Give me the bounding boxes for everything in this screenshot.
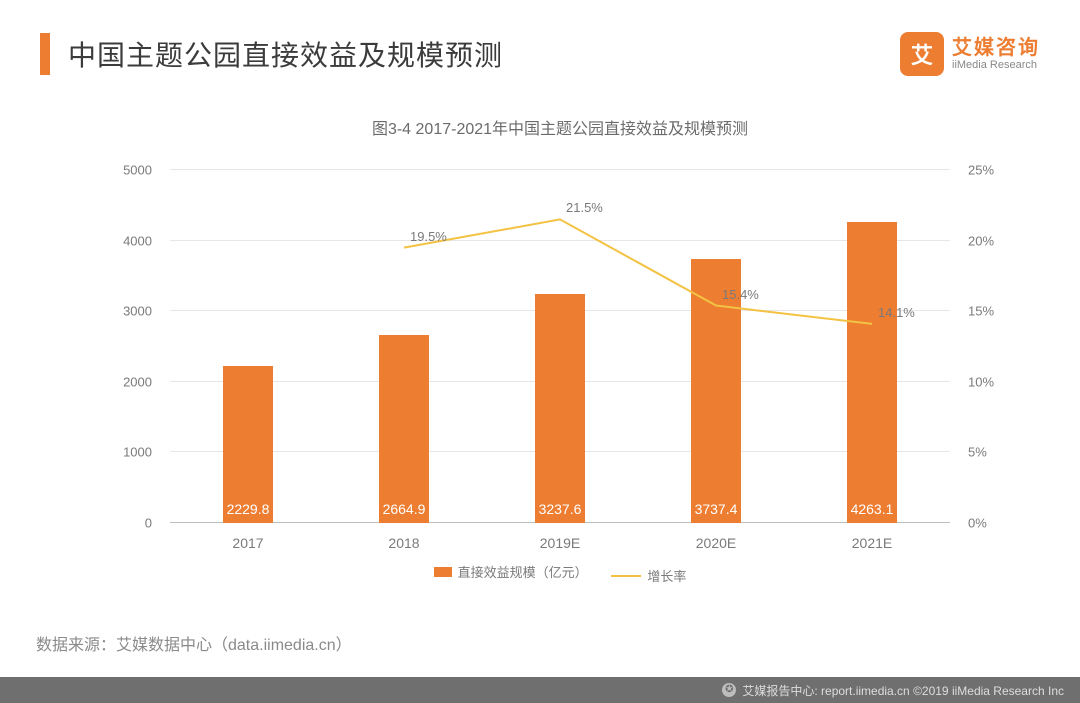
y-left-tick: 3000 — [100, 304, 160, 319]
legend-line: 增长率 — [611, 566, 686, 585]
logo-badge-text: 艾 — [911, 38, 933, 70]
chart-title: 图3-4 2017-2021年中国主题公园直接效益及规模预测 — [100, 115, 1020, 139]
y-left-tick: 2000 — [100, 374, 160, 389]
y-right-tick: 25% — [960, 163, 1020, 178]
footer-bar: ✪ 艾媒报告中心: report.iimedia.cn ©2019 iiMedi… — [0, 677, 1080, 703]
bar: 3237.6 — [535, 294, 585, 523]
swatch-bar-icon — [434, 567, 452, 577]
x-category-label: 2021E — [794, 535, 950, 551]
page: 中国主题公园直接效益及规模预测 艾 艾媒咨询 iiMedia Research … — [0, 0, 1080, 703]
y-right-tick: 20% — [960, 233, 1020, 248]
y-right-tick: 5% — [960, 445, 1020, 460]
bar-value-label: 3237.6 — [535, 501, 585, 517]
x-category-label: 2020E — [638, 535, 794, 551]
bar-value-label: 4263.1 — [847, 501, 897, 517]
title-wrap: 中国主题公园直接效益及规模预测 — [40, 33, 503, 75]
header: 中国主题公园直接效益及规模预测 艾 艾媒咨询 iiMedia Research — [40, 32, 1040, 76]
footer-text: 艾媒报告中心: report.iimedia.cn ©2019 iiMedia … — [742, 682, 1064, 699]
data-source: 数据来源：艾媒数据中心（data.iimedia.cn） — [36, 631, 352, 655]
y-right-tick: 0% — [960, 516, 1020, 531]
legend: 直接效益规模（亿元） 增长率 — [100, 562, 1020, 585]
bar-value-label: 2664.9 — [379, 501, 429, 517]
bar: 4263.1 — [847, 222, 897, 523]
y-left-tick: 4000 — [100, 233, 160, 248]
accent-bar — [40, 33, 50, 75]
x-category-label: 2018 — [326, 535, 482, 551]
bar-value-label: 3737.4 — [691, 501, 741, 517]
chart: 图3-4 2017-2021年中国主题公园直接效益及规模预测 010002000… — [100, 150, 1020, 583]
line-value-label: 21.5% — [566, 200, 603, 215]
brand-logo: 艾 艾媒咨询 iiMedia Research — [900, 32, 1040, 76]
plot-area: 2229.820172664.920183237.62019E3737.4202… — [170, 170, 950, 523]
page-title: 中国主题公园直接效益及规模预测 — [68, 34, 503, 74]
line-value-label: 15.4% — [722, 287, 759, 302]
y-axis-left: 010002000300040005000 — [100, 170, 160, 523]
bar: 2664.9 — [379, 335, 429, 523]
bar-value-label: 2229.8 — [223, 501, 273, 517]
line-value-label: 19.5% — [410, 229, 447, 244]
y-left-tick: 0 — [100, 516, 160, 531]
gridline — [170, 169, 950, 170]
x-category-label: 2017 — [170, 535, 326, 551]
logo-text: 艾媒咨询 iiMedia Research — [952, 37, 1040, 71]
legend-bar-label: 直接效益规模（亿元） — [458, 562, 588, 581]
logo-badge: 艾 — [900, 32, 944, 76]
logo-en: iiMedia Research — [952, 59, 1040, 71]
footer-icon: ✪ — [722, 683, 736, 697]
bar: 2229.8 — [223, 366, 273, 523]
gridline — [170, 240, 950, 241]
swatch-line-icon — [611, 575, 641, 577]
y-right-tick: 10% — [960, 374, 1020, 389]
x-category-label: 2019E — [482, 535, 638, 551]
legend-line-label: 增长率 — [647, 566, 686, 585]
y-left-tick: 1000 — [100, 445, 160, 460]
y-right-tick: 15% — [960, 304, 1020, 319]
y-axis-right: 0%5%10%15%20%25% — [960, 170, 1020, 523]
line-value-label: 14.1% — [878, 305, 915, 320]
legend-bar: 直接效益规模（亿元） — [434, 562, 588, 581]
y-left-tick: 5000 — [100, 163, 160, 178]
logo-cn: 艾媒咨询 — [952, 37, 1040, 59]
